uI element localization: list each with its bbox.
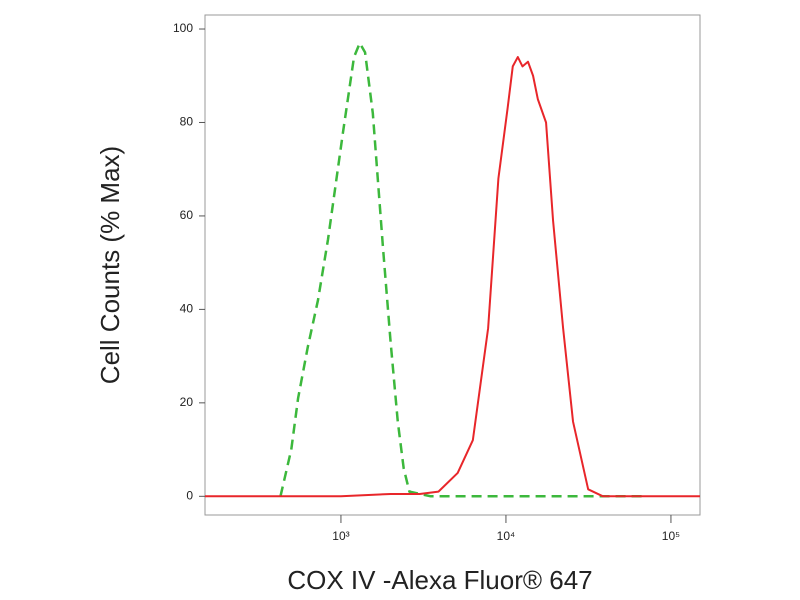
x-tick-label: 10³	[332, 529, 349, 543]
y-tick-label: 60	[180, 208, 194, 222]
plot-frame	[204, 14, 701, 516]
y-tick-label: 20	[180, 395, 194, 409]
y-tick-label: 80	[180, 115, 194, 129]
y-tick-label: 40	[180, 302, 194, 316]
y-tick-label: 100	[173, 21, 193, 35]
y-axis-title: Cell Counts (% Max)	[95, 146, 125, 384]
x-tick-label: 10⁵	[662, 529, 680, 543]
x-axis-title: COX IV -Alexa Fluor® 647	[287, 565, 592, 595]
x-tick-label: 10⁴	[497, 529, 516, 543]
histogram-line	[205, 56, 700, 498]
histogram-line	[279, 41, 646, 498]
y-tick-label: 0	[186, 488, 193, 502]
